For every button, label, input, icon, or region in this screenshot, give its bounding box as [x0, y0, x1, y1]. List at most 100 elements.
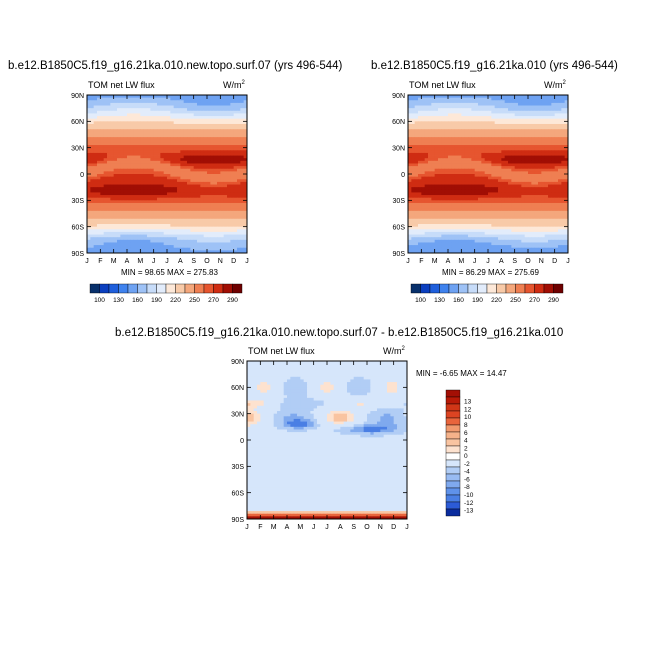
field-cell — [488, 179, 492, 183]
field-cell — [117, 150, 121, 154]
field-cell — [117, 113, 121, 117]
field-cell — [441, 129, 446, 133]
field-cell — [488, 195, 492, 199]
field-cell — [561, 168, 566, 172]
field-cell — [230, 150, 235, 154]
field-cell — [150, 208, 155, 212]
field-cell — [508, 102, 512, 106]
field-cell — [521, 147, 526, 151]
field-cell — [220, 137, 225, 141]
field-cell — [167, 155, 171, 159]
field-cell — [90, 245, 95, 249]
field-cell — [130, 152, 135, 156]
field-cell — [207, 231, 211, 235]
field-cell — [150, 166, 155, 170]
field-cell — [87, 139, 91, 143]
field-cell — [120, 147, 125, 151]
field-cell — [411, 163, 416, 167]
field-cell — [123, 118, 128, 122]
field-cell — [183, 126, 188, 130]
field-cell — [123, 226, 128, 230]
field-cell — [230, 147, 235, 151]
field-cell — [140, 113, 145, 117]
field-cell — [200, 160, 205, 164]
field-cell — [548, 192, 552, 196]
field-cell — [474, 184, 479, 188]
field-cell — [147, 110, 151, 114]
field-cell — [441, 131, 446, 135]
field-cell — [103, 242, 108, 246]
field-cell — [478, 171, 482, 175]
field-cell — [123, 231, 128, 235]
field-cell — [454, 95, 459, 99]
field-cell — [137, 202, 141, 206]
field-cell — [120, 231, 125, 235]
field-cell — [424, 116, 429, 120]
field-cell — [508, 113, 512, 117]
field-cell — [200, 131, 205, 135]
field-cell — [197, 168, 201, 172]
field-cell — [524, 181, 529, 185]
field-cell — [414, 113, 419, 117]
field-cell — [474, 181, 479, 185]
field-cell — [494, 113, 499, 117]
field-cell — [203, 237, 208, 241]
field-cell — [90, 234, 95, 238]
field-cell — [170, 116, 175, 120]
field-cell — [534, 192, 539, 196]
field-cell — [478, 163, 482, 167]
field-cell — [243, 208, 248, 212]
field-cell — [481, 113, 486, 117]
field-cell — [217, 137, 221, 141]
field-cell — [120, 129, 125, 133]
field-cell — [548, 158, 552, 162]
field-cell — [147, 202, 151, 206]
field-cell — [488, 110, 492, 114]
field-cell — [494, 179, 499, 183]
field-cell — [160, 221, 165, 225]
field-cell — [167, 202, 171, 206]
field-cell — [237, 97, 241, 101]
field-cell — [103, 250, 108, 254]
field-cell — [558, 150, 562, 154]
field-cell — [113, 126, 118, 130]
field-cell — [418, 163, 422, 167]
field-cell — [217, 181, 221, 185]
field-cell — [243, 142, 248, 146]
field-cell — [230, 187, 235, 191]
field-cell — [240, 160, 245, 164]
field-cell — [217, 200, 221, 204]
field-cell — [123, 139, 128, 143]
field-cell — [163, 126, 168, 130]
field-cell — [233, 250, 238, 254]
field-cell — [538, 200, 542, 204]
field-cell — [143, 160, 148, 164]
field-cell — [451, 95, 456, 99]
field-cell — [207, 213, 211, 217]
field-cell — [491, 163, 496, 167]
field-cell — [243, 171, 248, 175]
field-cell — [117, 247, 121, 251]
field-cell — [197, 110, 201, 114]
field-cell — [488, 184, 492, 188]
field-cell — [167, 189, 171, 193]
field-cell — [193, 121, 198, 125]
field-cell — [534, 181, 539, 185]
field-cell — [197, 242, 201, 246]
field-cell — [544, 189, 549, 193]
field-cell — [220, 147, 225, 151]
field-cell — [521, 181, 526, 185]
field-cell — [120, 150, 125, 154]
field-cell — [157, 221, 161, 225]
field-cell — [100, 213, 105, 217]
x-tick-label: A — [125, 258, 130, 265]
field-cell — [468, 160, 472, 164]
field-cell — [504, 184, 509, 188]
field-cell — [431, 200, 436, 204]
field-cell — [103, 168, 108, 172]
field-cell — [183, 213, 188, 217]
field-cell — [564, 100, 569, 104]
field-cell — [87, 213, 91, 217]
field-cell — [441, 147, 446, 151]
field-cell — [193, 229, 198, 233]
